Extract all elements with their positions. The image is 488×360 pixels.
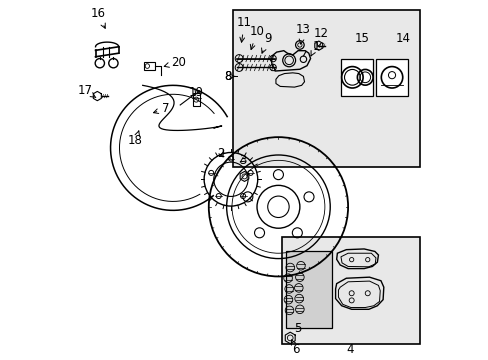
Text: 2: 2 — [217, 147, 224, 160]
Bar — [375, 59, 407, 96]
Text: 13: 13 — [295, 23, 310, 44]
Text: 7: 7 — [153, 102, 169, 115]
Text: 17: 17 — [78, 84, 96, 98]
Text: 4: 4 — [346, 343, 353, 356]
Text: 9: 9 — [261, 32, 271, 53]
Text: 6: 6 — [291, 340, 300, 356]
Bar — [282, 237, 419, 344]
Text: 1: 1 — [310, 40, 319, 56]
Bar — [285, 251, 331, 328]
Text: 8: 8 — [224, 70, 235, 83]
Text: 15: 15 — [354, 32, 369, 45]
Text: 3: 3 — [239, 154, 246, 167]
Text: 14: 14 — [395, 32, 410, 45]
Text: 12: 12 — [313, 27, 328, 47]
Text: 18: 18 — [128, 131, 142, 147]
Text: 11: 11 — [237, 16, 251, 42]
Text: 8: 8 — [224, 70, 232, 83]
Bar — [233, 10, 419, 167]
Bar — [340, 59, 372, 96]
Bar — [192, 93, 200, 106]
Bar — [143, 62, 155, 70]
Text: 19: 19 — [188, 86, 203, 99]
Text: 10: 10 — [249, 25, 264, 50]
Text: 5: 5 — [293, 322, 301, 335]
Text: 16: 16 — [90, 8, 105, 28]
Text: 20: 20 — [164, 55, 185, 69]
